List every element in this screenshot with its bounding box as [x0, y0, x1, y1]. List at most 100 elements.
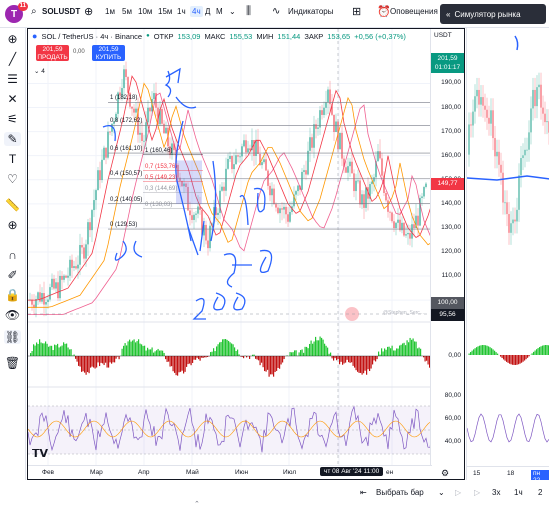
candle-body [103, 147, 105, 160]
indicators-toggle[interactable]: ⌄ 4 [34, 67, 45, 75]
indicators-icon[interactable]: ∿ [272, 6, 281, 17]
candle-body [55, 282, 57, 289]
interval-10m[interactable]: 10м [138, 7, 153, 16]
secondary-chart-canvas[interactable] [467, 28, 549, 466]
candle-body [179, 177, 181, 181]
brush-icon[interactable]: ✎ [4, 132, 21, 146]
oscillator-bar [40, 342, 42, 356]
trendline-icon[interactable]: ╱ [8, 52, 17, 66]
candle-body [508, 214, 510, 233]
oscillator-bar [364, 356, 366, 371]
oscillator-bar [429, 356, 431, 368]
chart-canvas[interactable]: @Stephen_Serc... [28, 29, 432, 467]
magnet-icon[interactable]: ∩ [8, 248, 17, 262]
oscillator-bar [360, 356, 362, 373]
handwritten-annotation [164, 70, 172, 98]
currency-label[interactable]: USDT [434, 32, 452, 39]
cursor-date: чт 08 Авг '24 [324, 468, 362, 475]
main-chart[interactable]: @Stephen_Serc... ● SOL / TetherUS · 4ч ·… [27, 28, 465, 480]
cursor-icon[interactable]: ⊕ [7, 32, 18, 46]
secondary-chart[interactable]: 15 18 пн 22 [466, 28, 549, 480]
handwritten-annotation [175, 120, 192, 242]
chart-title: SOL / TetherUS · 4ч · Binance [41, 31, 143, 41]
market-open-icon: ● [146, 33, 150, 39]
candle-body [119, 92, 121, 96]
zoom-in-icon[interactable]: ⊕ [7, 218, 18, 232]
settings-icon[interactable]: ⚙ [441, 468, 450, 478]
interval-5m[interactable]: 5м [122, 7, 132, 16]
interval-4h[interactable]: 4ч [190, 6, 203, 17]
symbol-search-button[interactable]: SOLUSDT [42, 7, 81, 16]
layouts-icon[interactable]: ⊞ [352, 6, 362, 18]
ruler-icon[interactable]: 📏 [5, 198, 20, 212]
oscillator-bar [527, 355, 529, 358]
speed-3x-button[interactable]: 3х [492, 488, 501, 497]
candle-body [335, 121, 337, 132]
goto-bar-icon[interactable]: ⇤ [360, 488, 367, 497]
oscillator-bar [470, 352, 472, 355]
buy-button[interactable]: 201,59 КУПИТЬ [92, 45, 125, 61]
cursor-time-label: чт 08 Авг '24 11:00 [320, 467, 384, 476]
alert-icon[interactable]: ⏰ [377, 6, 391, 18]
more-button[interactable]: 2 [538, 488, 543, 497]
oscillator-bar [500, 355, 502, 357]
favorites-icon[interactable]: ♡ [7, 172, 18, 186]
chevron-down-icon[interactable]: ⌄ [229, 7, 236, 16]
goto-bar-button[interactable]: Выбрать бар [376, 488, 424, 497]
oscillator-bar [165, 356, 167, 360]
alerts-button[interactable]: Оповещения [390, 7, 438, 16]
step-back-icon[interactable]: ▷ [455, 488, 462, 497]
candle-body [185, 183, 187, 187]
sell-button[interactable]: 201,59 ПРОДАТЬ [36, 45, 69, 61]
time-axis[interactable]: Фев Мар Апр Май Июн Июл чт 08 Авг '24 11… [28, 465, 432, 479]
interval-day[interactable]: Д [205, 7, 211, 16]
price-axis[interactable]: USDT 201,59 01:01:17 190,00 180,00 170,00 1… [430, 29, 464, 479]
indicators-button[interactable]: Индикаторы [288, 7, 334, 16]
lock-icon[interactable]: 🔒 [5, 288, 20, 302]
fib-tools-icon[interactable]: ⚟ [7, 112, 18, 126]
interval-month[interactable]: М [216, 7, 223, 16]
stay-drawing-icon[interactable]: ✐ [7, 268, 18, 282]
collapse-icon[interactable]: ⌃ [194, 501, 200, 508]
interval-1h-button[interactable]: 1ч [514, 488, 523, 497]
chevron-down-icon[interactable]: ⌄ [438, 488, 445, 497]
link-icon[interactable]: ⛓ [4, 330, 21, 344]
candle-body [251, 140, 253, 151]
oscillator-bar [160, 350, 162, 356]
add-symbol-icon[interactable]: ⊕ [84, 6, 94, 18]
bar-countdown: 01:01:17 [434, 64, 461, 71]
candle-body [510, 223, 512, 233]
user-avatar[interactable]: T 11 [5, 2, 28, 23]
oscillator-bar [129, 339, 131, 356]
oscillator-bar [491, 348, 493, 355]
oscillator-bar [171, 356, 173, 367]
trash-icon[interactable]: 🗑 [4, 356, 21, 370]
candle-body [500, 164, 502, 173]
sell-label: ПРОДАТЬ [37, 53, 68, 61]
candle-body [329, 89, 331, 105]
oscillator-bar [525, 355, 527, 360]
horizontal-lines-icon[interactable]: ☰ [7, 72, 18, 86]
interval-1h[interactable]: 1ч [177, 7, 186, 16]
oscillator-bar [148, 349, 150, 356]
price-level-label: 160,00 [441, 151, 461, 159]
interval-15m[interactable]: 15м [158, 7, 173, 16]
candle-body [201, 209, 203, 236]
pitchfork-icon[interactable]: ✕ [7, 92, 18, 106]
replay-simulator-button[interactable]: « Симулятор рынка [440, 4, 546, 24]
candle-body [71, 259, 73, 268]
oscillator-bar [543, 345, 545, 355]
oscillator-bar [310, 340, 312, 356]
candle-body [538, 84, 540, 88]
oscillator-bar [424, 356, 426, 362]
watermark-text: @Stephen_Serc... [383, 310, 424, 316]
chart-type-icon[interactable]: ⫼ [246, 5, 252, 17]
eye-icon[interactable]: 👁 [4, 308, 21, 322]
text-tool-icon[interactable]: T [8, 152, 17, 166]
oscillator-bar [319, 336, 321, 356]
play-icon[interactable]: ▷ [474, 488, 481, 497]
oscillator-bar [52, 350, 54, 356]
interval-1m[interactable]: 1м [105, 7, 115, 16]
candle-body [317, 127, 319, 129]
search-icon[interactable]: ⌕ [31, 6, 37, 17]
